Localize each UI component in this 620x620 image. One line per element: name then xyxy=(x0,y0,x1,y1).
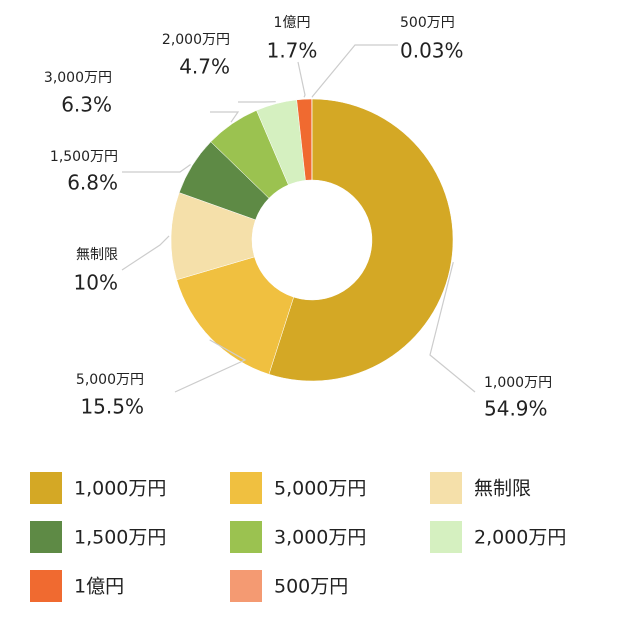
legend-label: 500万円 xyxy=(274,576,348,598)
slice-name: 1,500万円 xyxy=(50,149,118,165)
leader-line xyxy=(311,44,398,98)
slice-value: 6.3% xyxy=(61,93,112,117)
slice-value: 6.8% xyxy=(67,171,118,195)
slice-name: 1,000万円 xyxy=(484,375,552,391)
legend-label: 2,000万円 xyxy=(474,527,566,549)
legend-swatch xyxy=(30,472,62,504)
legend-swatch xyxy=(30,521,62,553)
leader-line xyxy=(297,61,306,98)
legend-swatch xyxy=(30,570,62,602)
legend-label: 1億円 xyxy=(74,576,124,598)
legend-swatch xyxy=(230,521,262,553)
leader-line xyxy=(121,235,170,271)
legend-swatch xyxy=(430,472,462,504)
legend-label: 無制限 xyxy=(474,478,531,500)
slice-value: 15.5% xyxy=(80,395,144,419)
slice-name: 1億円 xyxy=(274,15,311,31)
leader-line xyxy=(429,261,476,393)
slice-name: 3,000万円 xyxy=(44,70,112,86)
donut-slice xyxy=(268,98,454,382)
leader-line xyxy=(122,163,191,173)
leader-line xyxy=(210,111,240,123)
leader-line xyxy=(174,339,247,393)
legend-label: 1,500万円 xyxy=(74,527,166,549)
slice-value: 10% xyxy=(74,271,118,295)
slice-name: 無制限 xyxy=(76,247,118,263)
legend-label: 1,000万円 xyxy=(74,478,166,500)
legend-swatch xyxy=(230,472,262,504)
slice-name: 2,000万円 xyxy=(162,32,230,48)
slice-value: 4.7% xyxy=(179,55,230,79)
legend-label: 3,000万円 xyxy=(274,527,366,549)
legend-label: 5,000万円 xyxy=(274,478,366,500)
slice-value: 1.7% xyxy=(267,39,318,63)
slice-name: 5,000万円 xyxy=(76,372,144,388)
slice-value: 0.03% xyxy=(400,39,464,63)
slice-value: 54.9% xyxy=(484,397,548,421)
legend-swatch xyxy=(230,570,262,602)
slice-name: 500万円 xyxy=(400,15,455,31)
legend-swatch xyxy=(430,521,462,553)
